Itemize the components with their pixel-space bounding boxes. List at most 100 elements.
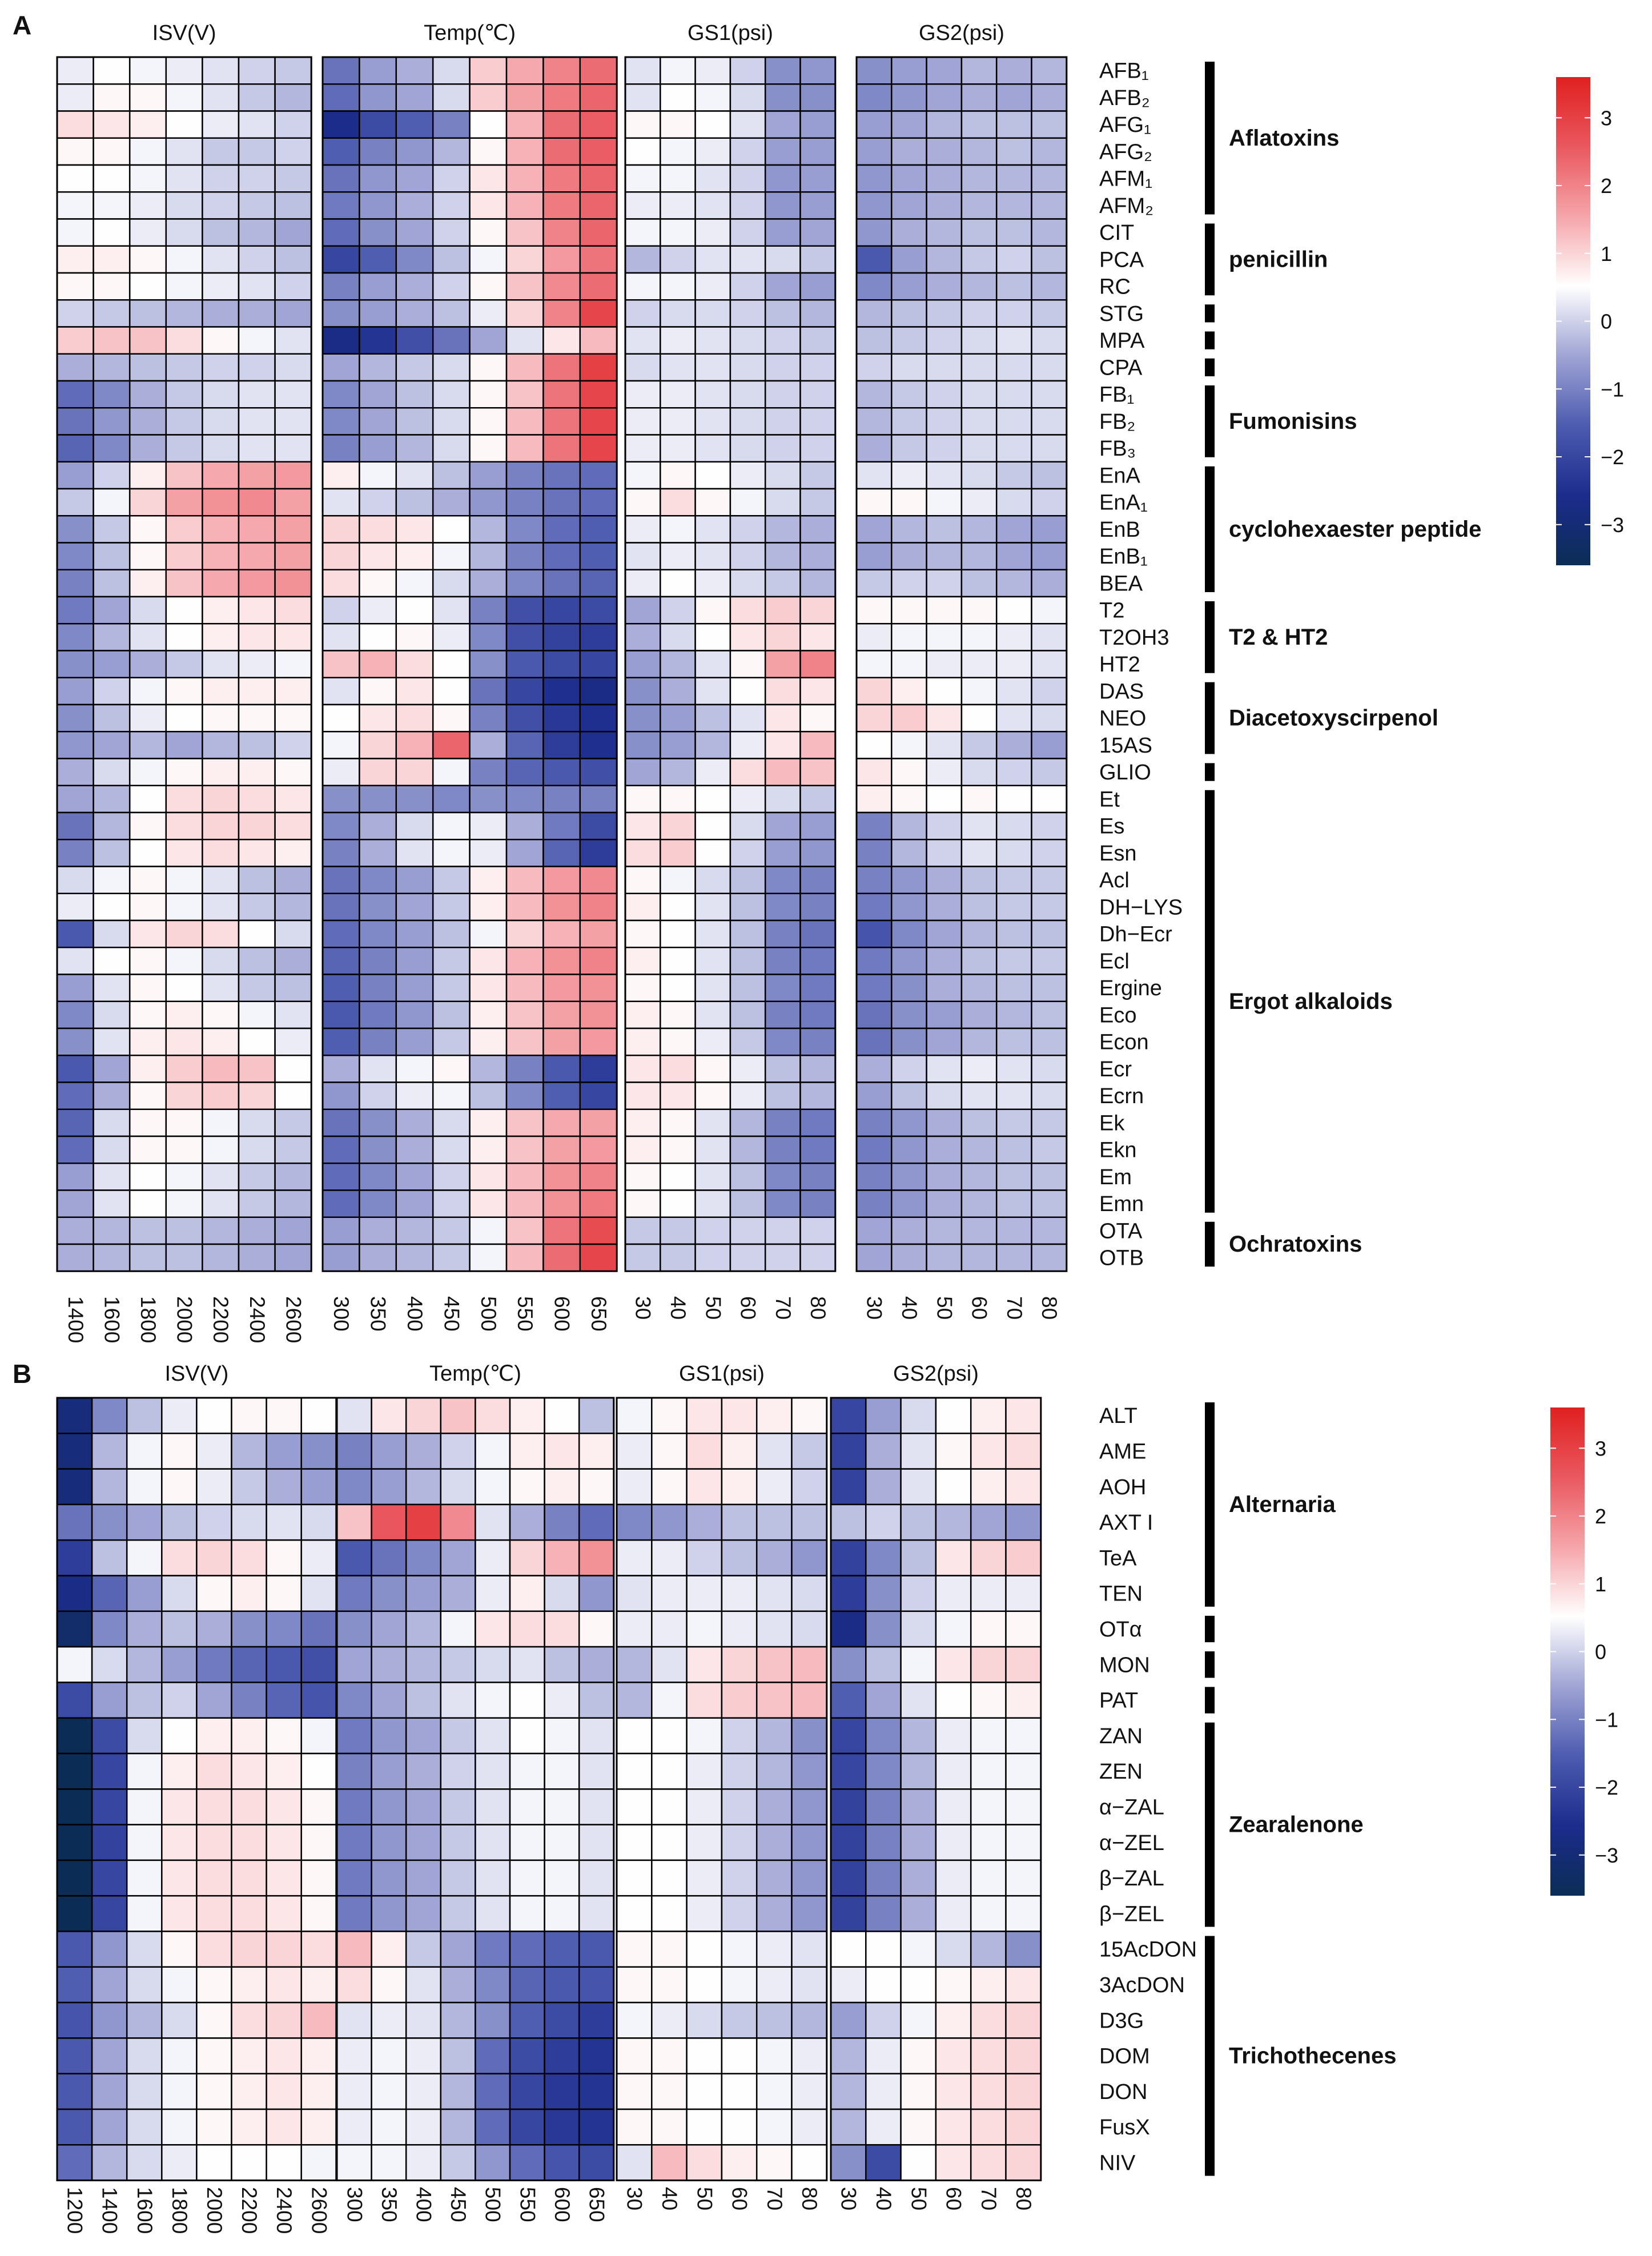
heatmap-cell [721,1539,758,1577]
heatmap-cell [238,811,276,841]
heatmap-cell [855,758,893,786]
heatmap-cell [865,1966,902,2004]
heatmap-cell [1031,434,1068,463]
heatmap-cell [300,2037,337,2074]
heatmap-cell [405,2001,442,2039]
heatmap-cell [579,137,618,166]
heatmap-cell [91,2108,128,2146]
heatmap-cell [126,1966,163,2004]
heatmap-cell [321,407,360,436]
heatmap-cell [371,1539,407,1577]
heatmap-cell [266,1966,302,2004]
heatmap-cell [300,2073,337,2110]
heatmap-cell [855,839,893,867]
heatmap-cell [542,83,581,112]
heatmap-cell [126,2001,163,2039]
heatmap-cell [935,1539,972,1577]
heatmap-cell [764,569,801,598]
heatmap-cell [91,1717,128,1755]
heatmap-cell [505,1243,544,1272]
heatmap-cell [855,974,893,1002]
category-label: Trichothecenes [1229,2044,1396,2069]
heatmap-cell [475,1788,511,1825]
heatmap-cell [371,1717,407,1755]
heatmap-cell [274,839,312,867]
heatmap-cell [231,1610,267,1648]
heatmap-cell [469,245,508,274]
row-label: EnA₁ [1099,491,1148,515]
heatmap-cell [274,434,312,463]
heatmap-cell [359,380,397,409]
heatmap-cell [764,110,801,139]
heatmap-cell [616,2037,653,2074]
heatmap-cell [660,515,696,544]
heatmap-cell [359,569,397,598]
heatmap-cell [238,569,276,598]
heatmap-cell [865,2037,902,2074]
heatmap-cell [830,1788,867,1825]
heatmap-cell [1031,515,1068,544]
heatmap-cell [432,137,471,166]
heatmap-cell [926,299,963,328]
heatmap-cell [755,1539,793,1577]
heatmap-cell [475,2144,511,2181]
heatmap-cell [960,703,998,733]
heatmap-cell [196,1859,232,1897]
heatmap-cell [891,731,927,759]
heatmap-cell [891,218,927,247]
heatmap-cell [336,1682,372,1719]
heatmap-cell [128,137,167,166]
heatmap-cell [266,1859,302,1897]
heatmap-cell [1005,1824,1042,1861]
x-tick-label: 30 [632,1296,655,1320]
heatmap-cell [359,758,397,786]
heatmap-cell [542,461,581,490]
heatmap-cell [395,380,434,409]
heatmap-cell [855,785,893,814]
heatmap-cell [274,758,312,786]
category-bar [1205,331,1215,349]
heatmap-cell [1031,839,1068,867]
heatmap-cell [755,2073,793,2110]
heatmap-cell [616,1503,653,1541]
heatmap-cell [128,164,167,193]
category-label: cyclohexaester peptide [1229,517,1481,542]
heatmap-cell [161,1788,198,1825]
heatmap-cell [56,1682,93,1719]
x-tick-label: 30 [863,1296,886,1320]
heatmap-cell [651,1539,688,1577]
heatmap-cell [651,1503,688,1541]
heatmap-cell [359,1216,397,1245]
heatmap-cell [935,1433,972,1470]
heatmap-cell [128,758,167,786]
heatmap-cell [56,299,94,328]
row-label: T2OH3 [1099,626,1169,650]
heatmap-cell [505,218,544,247]
heatmap-cell [926,677,963,706]
heatmap-cell [660,703,696,733]
row-label: D3G [1099,2009,1144,2033]
heatmap-cell [321,623,360,652]
heatmap-cell [161,2073,198,2110]
heatmap-cell [231,1966,267,2004]
heatmap-cell [542,164,581,193]
heatmap-cell [469,515,508,544]
heatmap-cell [238,1027,276,1056]
heatmap-cell [395,326,434,355]
heatmap-cell [995,461,1032,490]
heatmap-cell [231,1752,267,1790]
heatmap-cell [336,2001,372,2039]
heatmap-cell [926,272,963,301]
heatmap-cell [865,2073,902,2110]
heatmap-cell [56,1397,93,1434]
heatmap-cell [891,1243,927,1272]
heatmap-cell [56,56,94,85]
heatmap-cell [395,1000,434,1030]
heatmap-cell [651,1717,688,1755]
heatmap-cell [196,2144,232,2181]
heatmap-cell [660,110,696,139]
heatmap-cell [891,785,927,814]
heatmap-cell [935,1931,972,1968]
heatmap-cell [542,353,581,382]
heatmap-cell [694,1216,731,1245]
